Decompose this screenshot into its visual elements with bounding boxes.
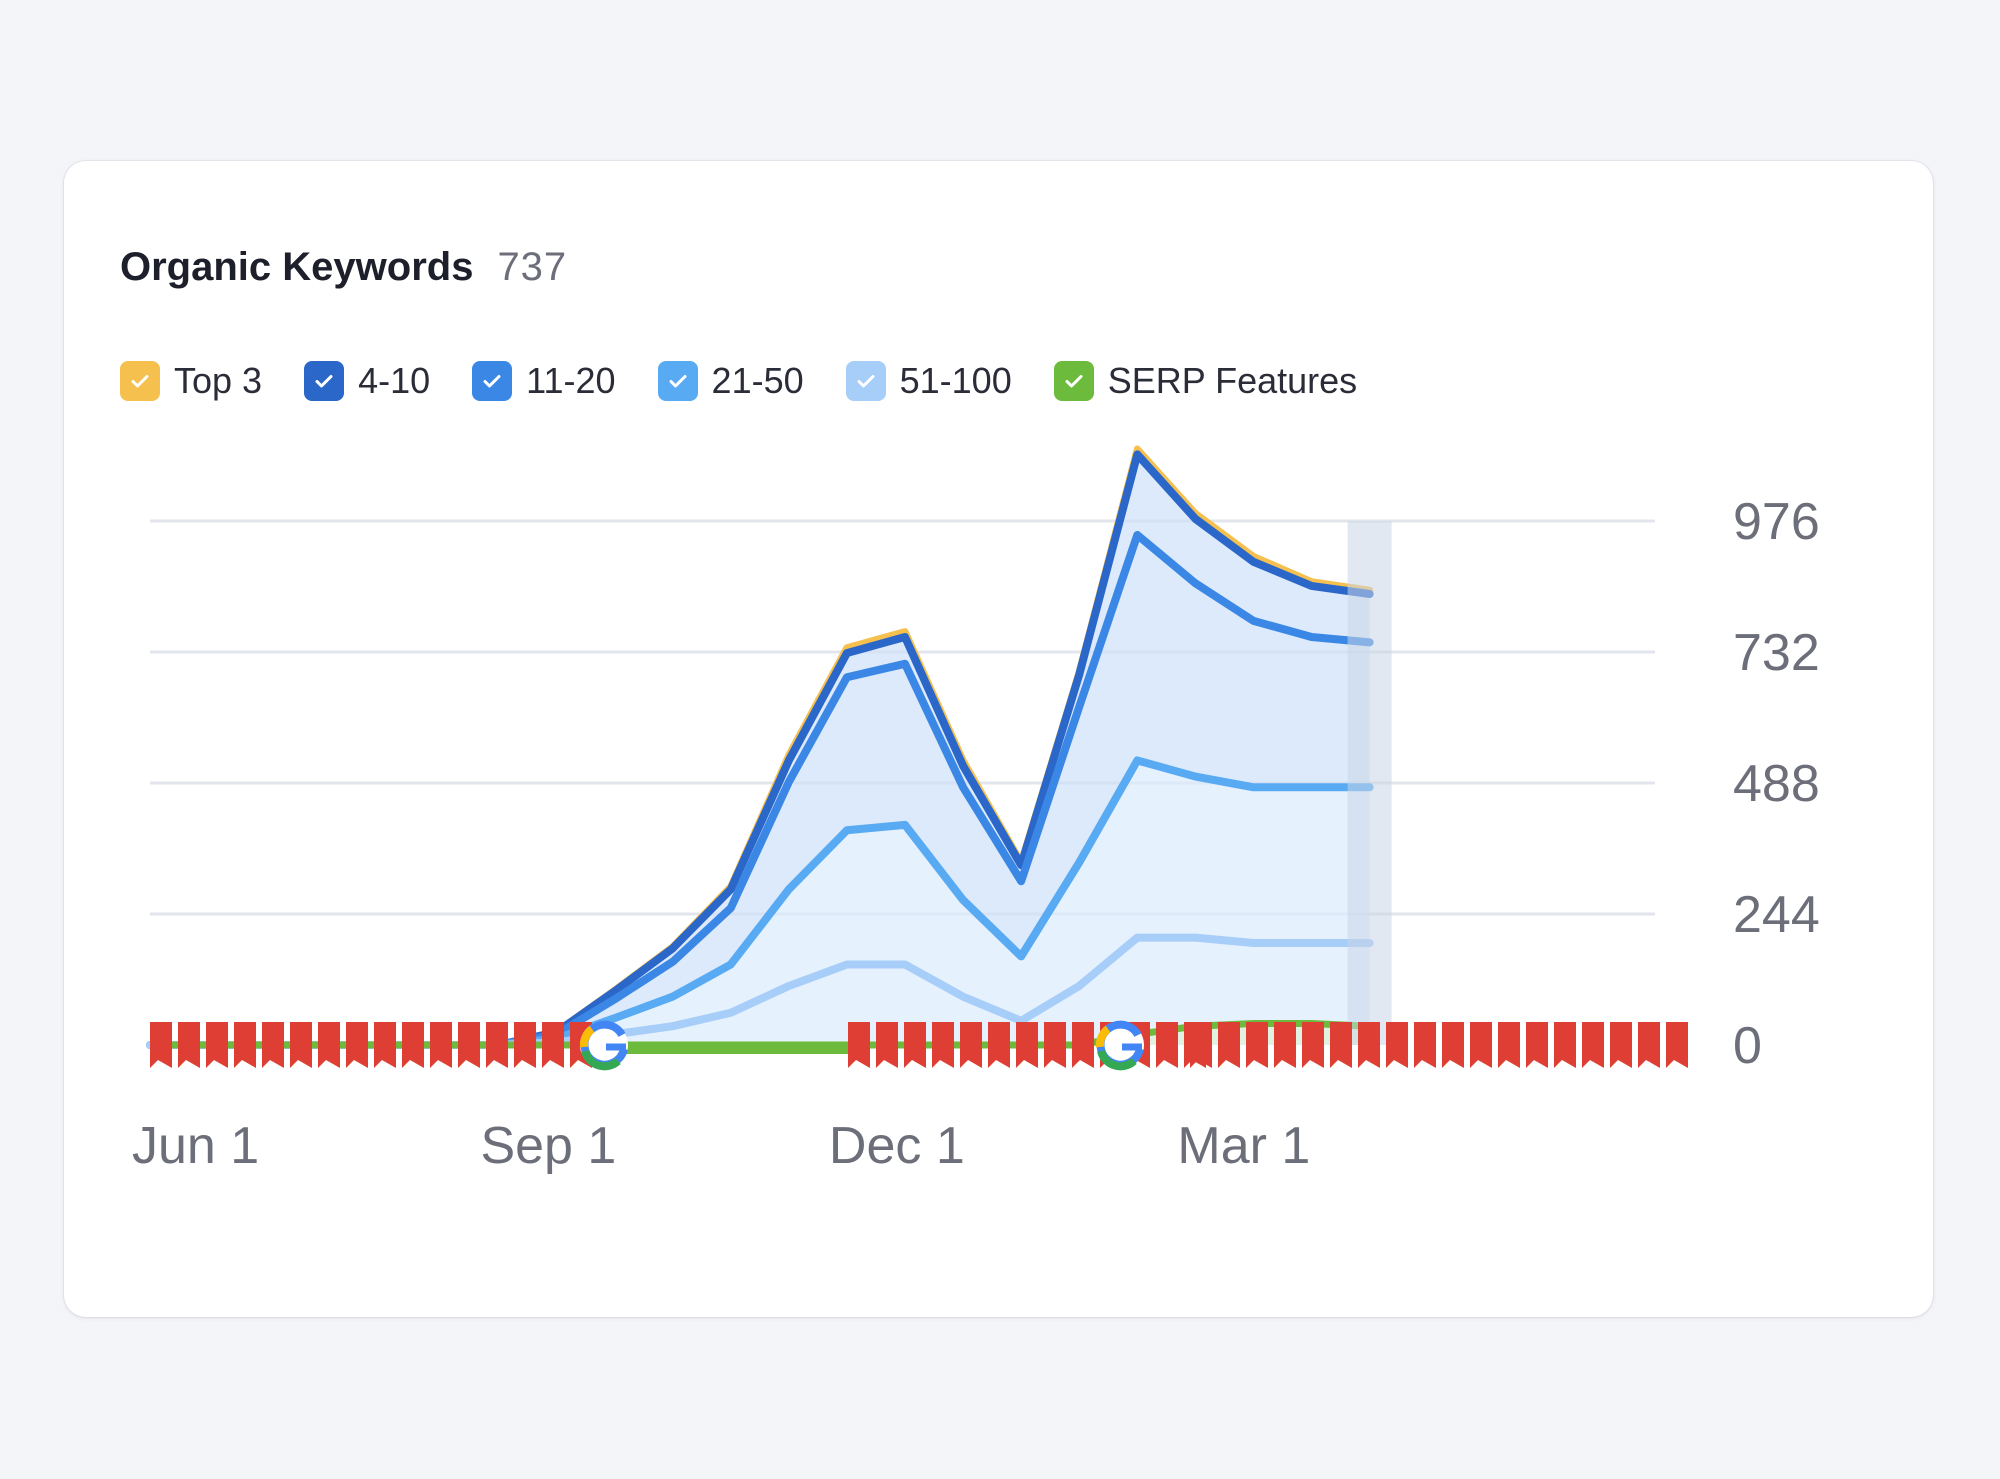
google-update-flag [988,1022,1010,1068]
check-icon [315,375,333,388]
google-update-flag [486,1022,508,1068]
google-update-flag [1498,1022,1520,1068]
y-tick-label: 732 [1733,624,1820,682]
legend-item-21-50[interactable]: 21-50 [657,360,804,402]
google-update-flag [1610,1022,1632,1068]
legend-checkbox-4-10[interactable] [304,361,345,401]
area-21-50 [150,760,1370,1045]
google-update-flag [374,1022,396,1068]
google-update-flag [1330,1022,1352,1068]
google-update-flag [848,1022,870,1068]
google-update-flag [1582,1022,1604,1068]
google-g-yellow [579,1025,595,1048]
chart-legend: Top 3 4-10 11-20 21-50 51-100 SERP Features [120,360,1399,402]
google-update-flag [290,1022,312,1068]
google-update-flag [458,1022,480,1068]
google-update-flag [234,1022,256,1068]
google-g-green [1097,1049,1137,1071]
google-update-flag [1358,1022,1380,1068]
check-icon [1065,375,1083,388]
google-update-flag [542,1022,564,1068]
keyword-count: 737 [497,245,568,289]
serp-gap-bar [620,1044,850,1054]
google-update-flag [1190,1022,1212,1068]
google-update-flag [178,1022,200,1068]
google-update-flag [1044,1022,1066,1068]
legend-label: 11-20 [526,360,616,401]
google-update-flag [1554,1022,1576,1068]
legend-checkbox-51-100[interactable] [845,361,886,401]
legend-label: 51-100 [899,360,1012,401]
hover-band [1347,521,1392,1045]
check-icon [483,375,501,388]
organic-keywords-card [64,161,1933,1317]
google-update-flag [150,1022,172,1068]
legend-checkbox-11-20[interactable] [472,361,513,401]
google-update-flag [1302,1022,1324,1068]
legend-checkbox-serp-features[interactable] [1053,361,1094,401]
google-update-flag [402,1022,424,1068]
check-icon [857,375,875,388]
legend-item-11-20[interactable]: 11-20 [472,360,616,402]
y-tick-label: 488 [1733,755,1820,813]
google-update-flag [1274,1022,1296,1068]
google-g-green [581,1049,621,1071]
legend-label: SERP Features [1107,360,1358,401]
google-update-flag [1386,1022,1408,1068]
y-tick-label: 244 [1733,886,1820,944]
google-update-flag [1156,1022,1178,1068]
x-tick-label: Mar 1 [1177,1117,1310,1175]
google-update-flag [1442,1022,1464,1068]
google-update-flag [1470,1022,1492,1068]
legend-label: 4-10 [358,360,431,401]
legend-checkbox-top-3[interactable] [120,361,160,401]
google-update-flag [1218,1022,1240,1068]
google-update-flag [1246,1022,1268,1068]
y-tick-label: 0 [1733,1017,1762,1075]
google-update-flag [346,1022,368,1068]
google-update-flag [514,1022,536,1068]
legend-item-serp-features[interactable]: SERP Features [1053,360,1358,402]
google-g-yellow [1095,1025,1111,1048]
google-update-flag [1016,1022,1038,1068]
legend-label: Top 3 [174,360,263,401]
y-tick-label: 976 [1733,493,1820,551]
x-tick-label: Jun 1 [132,1117,259,1175]
x-tick-label: Sep 1 [480,1117,616,1175]
area-51-100 [150,937,1370,1045]
legend-item-51-100[interactable]: 51-100 [845,360,1012,402]
google-update-flag [932,1022,954,1068]
legend-checkbox-21-50[interactable] [657,361,698,401]
google-update-flag [430,1022,452,1068]
google-update-flag [876,1022,898,1068]
google-update-flag [1666,1022,1688,1068]
check-icon [669,375,687,388]
legend-item-4-10[interactable]: 4-10 [304,360,430,402]
google-update-flag [1526,1022,1548,1068]
google-update-flag [904,1022,926,1068]
google-update-flag [1072,1022,1094,1068]
legend-item-top-3[interactable]: Top 3 [120,360,262,402]
google-update-flag [1638,1022,1660,1068]
google-update-flag [960,1022,982,1068]
google-update-flag [206,1022,228,1068]
x-tick-label: Dec 1 [829,1117,965,1175]
google-update-flag [1414,1022,1436,1068]
check-icon [131,375,149,388]
widget-title: Organic Keywords [120,245,474,289]
legend-label: 21-50 [711,360,804,401]
widget-header: Organic Keywords 737 [120,245,567,305]
google-update-flag [262,1022,284,1068]
google-update-flag [318,1022,340,1068]
